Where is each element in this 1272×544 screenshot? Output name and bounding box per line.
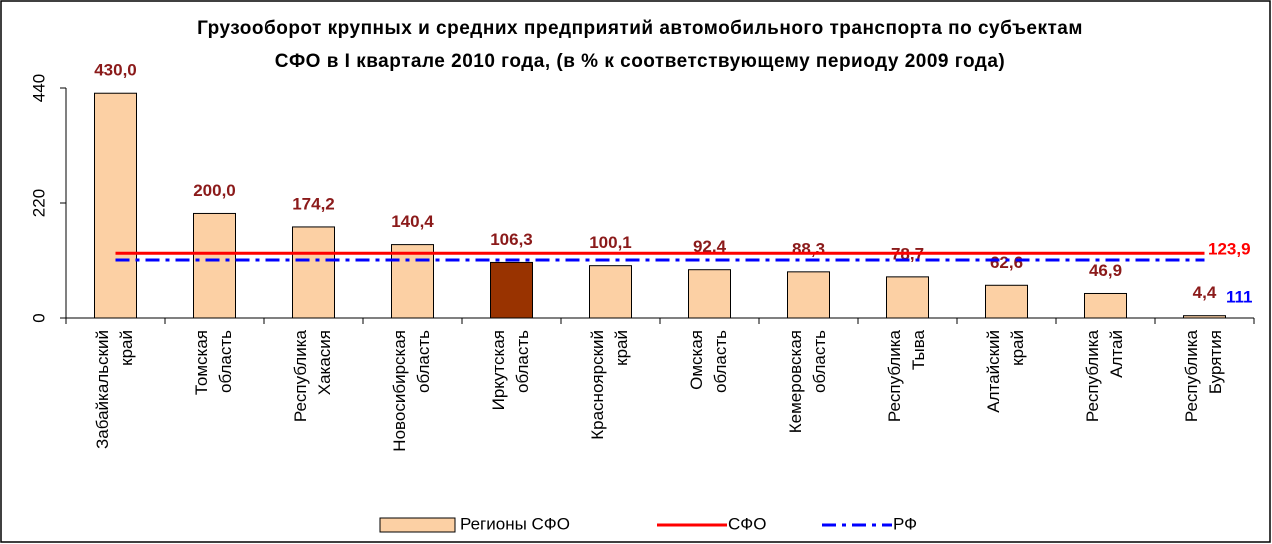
value-label: 46,9	[1089, 261, 1122, 280]
x-tick-label: Тыва	[909, 329, 928, 370]
value-label: 92,4	[693, 237, 727, 256]
value-label: 174,2	[292, 194, 335, 213]
bar	[1084, 292, 1127, 319]
x-tick-label: край	[1008, 330, 1027, 366]
bar	[490, 261, 533, 319]
x-tick-label: Томская	[192, 330, 211, 395]
x-tick-label: Кемеровская	[786, 330, 805, 433]
bar	[193, 212, 236, 319]
legend-label: РФ	[893, 514, 917, 533]
x-tick-label: край	[117, 330, 136, 366]
chart-title: Грузооборот крупных и средних предприяти…	[197, 18, 1083, 72]
y-tick-label: 440	[29, 74, 48, 102]
bar	[886, 276, 929, 319]
legend-swatch	[379, 517, 456, 533]
bar	[292, 226, 335, 319]
x-tick-label: Республика	[291, 329, 310, 422]
value-label: 200,0	[193, 181, 236, 200]
y-tick-label: 0	[29, 313, 48, 322]
value-label: 62,6	[990, 253, 1023, 272]
bar	[94, 92, 137, 319]
x-tick-label: область	[810, 330, 829, 393]
x-tick-label: Иркутская	[489, 330, 508, 410]
bar	[688, 269, 731, 319]
x-tick-label: область	[414, 330, 433, 393]
bar	[787, 271, 830, 319]
x-tick-label: Алтайский	[984, 330, 1003, 413]
bar	[391, 244, 434, 319]
x-tick-label: Бурятия	[1206, 330, 1225, 394]
x-tick-label: Алтай	[1107, 330, 1126, 378]
legend-label: Регионы СФО	[460, 514, 570, 533]
x-tick-label: область	[711, 330, 730, 393]
x-tick-label: Омская	[687, 330, 706, 390]
value-label: 4,4	[1193, 283, 1217, 302]
x-tick-label: Хакасия	[315, 330, 334, 395]
bar	[1183, 315, 1226, 319]
line-label: 111	[1226, 287, 1253, 306]
bar	[985, 284, 1028, 319]
x-tick-label: область	[216, 330, 235, 393]
value-label: 430,0	[94, 61, 137, 80]
x-tick-label: край	[612, 330, 631, 366]
x-tick-label: Республика	[885, 329, 904, 422]
x-tick-label: Республика	[1182, 329, 1201, 422]
x-tick-label: Забайкальский	[93, 330, 112, 449]
x-tick-label: Республика	[1083, 329, 1102, 422]
legend-label: СФО	[728, 514, 766, 533]
x-tick-label: Новосибирская	[390, 330, 409, 452]
value-label: 88,3	[792, 239, 825, 258]
value-label: 100,1	[589, 233, 632, 252]
line-label: 123,9	[1208, 240, 1251, 259]
x-tick-label: область	[513, 330, 532, 393]
y-tick-label: 220	[29, 189, 48, 217]
bar	[589, 265, 632, 319]
value-label: 140,4	[391, 212, 434, 231]
value-label: 106,3	[490, 230, 533, 249]
x-tick-label: Красноярский	[588, 330, 607, 440]
